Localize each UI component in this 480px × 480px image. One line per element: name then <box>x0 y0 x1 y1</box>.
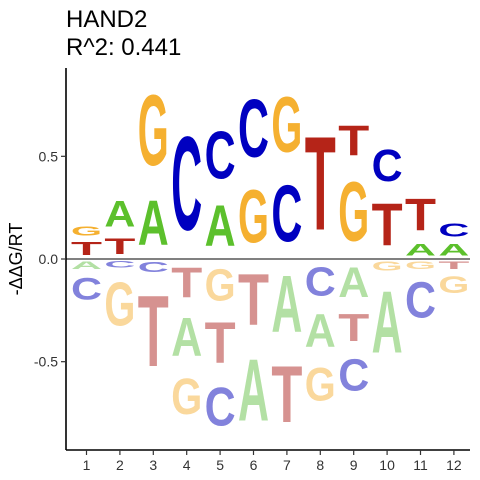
chart-title-line1: HAND2 <box>66 6 147 33</box>
logo-letters: TGACTACGAGCTCTAGACGTCGCTACGATTCAGGTATCTC… <box>71 75 470 439</box>
y-axis-ticks: 0.5 0.0 -0.5 <box>34 148 66 370</box>
x-tick-label: 10 <box>379 457 395 473</box>
x-tick-label: 5 <box>216 457 224 473</box>
logo-letter-g: G <box>138 75 169 187</box>
logo-letter-t: T <box>71 239 102 260</box>
logo-letter-a: A <box>138 187 169 259</box>
logo-letter-g: G <box>372 259 403 273</box>
logo-letter-c: C <box>271 169 302 259</box>
logo-letter-c: C <box>104 259 135 269</box>
logo-letter-a: A <box>338 259 369 307</box>
logo-letter-g: G <box>104 271 135 340</box>
logo-letter-c: C <box>205 377 236 438</box>
logo-letter-a: A <box>372 273 403 372</box>
logo-letter-g: G <box>271 81 302 169</box>
logo-letter-a: A <box>305 304 336 358</box>
logo-letter-t: T <box>205 310 236 376</box>
logo-letter-c: C <box>171 110 202 259</box>
logo-letter-t: T <box>271 350 302 440</box>
logo-letter-c: C <box>405 272 436 330</box>
logo-letter-t: T <box>372 190 403 258</box>
logo-letter-g: G <box>338 164 369 259</box>
y-tick-label: 0.5 <box>39 148 59 164</box>
logo-letter-t: T <box>104 235 135 259</box>
logo-letter-c: C <box>372 141 403 192</box>
logo-letter-c: C <box>438 220 469 241</box>
x-tick-label: 4 <box>183 457 191 473</box>
chart-title-line2: R^2: 0.441 <box>66 34 181 61</box>
logo-letter-a: A <box>104 194 135 234</box>
logo-letter-a: A <box>238 340 269 439</box>
logo-letter-t: T <box>438 259 470 271</box>
x-tick-label: 6 <box>250 457 258 473</box>
logo-letter-t: T <box>138 275 169 387</box>
logo-letter-g: G <box>71 224 102 238</box>
logo-letter-c: C <box>238 81 269 174</box>
logo-letter-a: A <box>71 259 102 271</box>
x-tick-label: 7 <box>283 457 291 473</box>
logo-letter-c: C <box>71 271 102 306</box>
x-tick-label: 3 <box>149 457 157 473</box>
x-tick-label: 12 <box>446 457 462 473</box>
logo-letter-a: A <box>438 241 469 259</box>
logo-letter-a: A <box>171 307 202 368</box>
logo-letter-g: G <box>405 259 436 271</box>
x-tick-label: 11 <box>413 457 428 473</box>
logo-letter-c: C <box>305 259 336 305</box>
x-axis-ticks: 1 2 3 4 5 6 7 8 9 10 11 12 <box>83 450 462 473</box>
x-tick-label: 9 <box>350 457 358 473</box>
logo-letter-g: G <box>438 271 469 298</box>
logo-letter-c: C <box>205 119 236 194</box>
logo-letter-g: G <box>171 367 202 425</box>
x-tick-label: 8 <box>316 457 324 473</box>
logo-letter-a: A <box>405 241 436 259</box>
logo-letter-g: G <box>305 358 336 411</box>
logo-letter-g: G <box>205 260 236 311</box>
logo-letter-t: T <box>171 259 202 306</box>
y-axis-title: -ΔΔG/RT <box>6 223 26 296</box>
y-tick-label: -0.5 <box>34 354 58 370</box>
x-tick-label: 1 <box>83 457 91 473</box>
logo-letter-t: T <box>338 117 369 164</box>
logo-letter-c: C <box>338 350 369 401</box>
logo-letter-g: G <box>238 175 269 259</box>
logo-letter-t: T <box>338 306 370 350</box>
y-tick-label: 0.0 <box>39 251 59 267</box>
x-tick-label: 2 <box>116 457 124 473</box>
logo-letter-a: A <box>271 259 302 349</box>
logo-letter-c: C <box>138 259 169 275</box>
logo-letter-t: T <box>305 109 336 258</box>
logo-letter-t: T <box>238 260 269 341</box>
logo-letter-a: A <box>205 192 236 258</box>
logo-letter-t: T <box>405 190 436 241</box>
